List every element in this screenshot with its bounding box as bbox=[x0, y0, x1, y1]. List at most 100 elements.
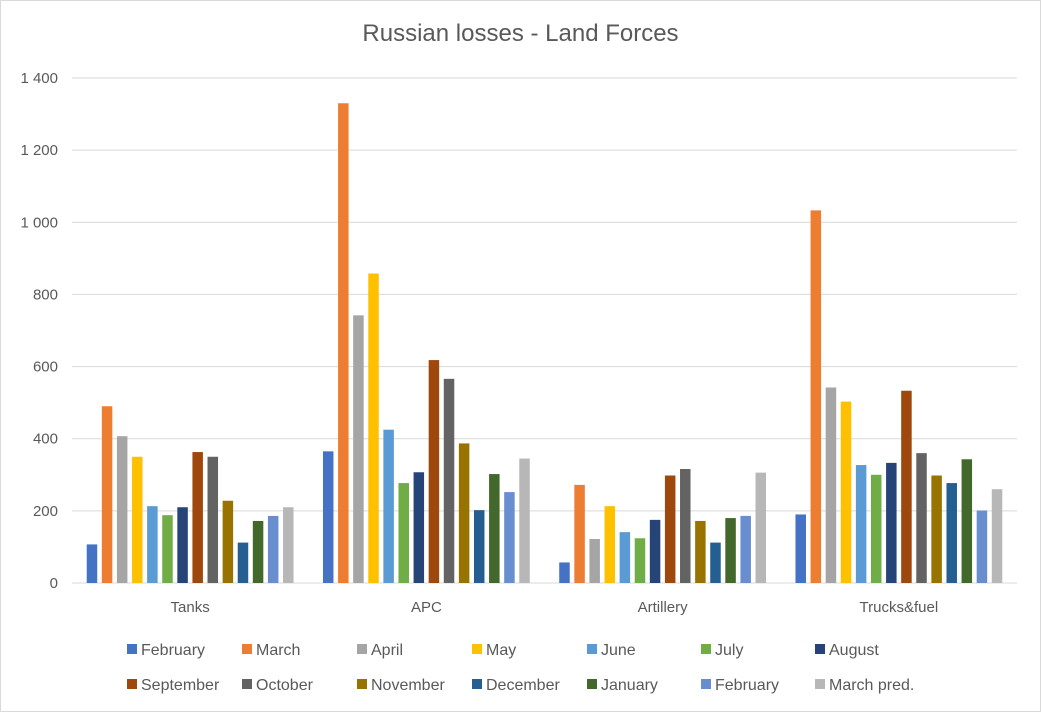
bar bbox=[755, 472, 767, 583]
legend-swatch bbox=[127, 679, 137, 689]
bar bbox=[177, 507, 188, 583]
legend-swatch bbox=[357, 679, 367, 689]
bar bbox=[116, 436, 128, 583]
legend-label: November bbox=[371, 677, 445, 694]
bar bbox=[870, 474, 882, 583]
bar bbox=[322, 451, 334, 583]
legend-swatch bbox=[815, 679, 825, 689]
bar bbox=[664, 475, 676, 583]
legend-swatch bbox=[472, 679, 482, 689]
y-axis-ticks: 0 200 400 600 800 1 000 1 200 1 400 bbox=[20, 70, 58, 592]
bar bbox=[725, 518, 736, 583]
bar bbox=[855, 465, 867, 583]
bar bbox=[559, 562, 570, 583]
bar bbox=[695, 520, 706, 583]
legend-swatch bbox=[357, 644, 367, 654]
bar bbox=[132, 456, 143, 583]
bar bbox=[634, 538, 646, 583]
legend-swatch bbox=[701, 644, 711, 654]
bar bbox=[383, 429, 394, 583]
bar bbox=[192, 452, 203, 583]
legend-label: June bbox=[601, 642, 636, 659]
bar bbox=[649, 519, 661, 583]
legend-swatch bbox=[587, 679, 597, 689]
bar bbox=[237, 542, 249, 583]
legend-label: October bbox=[256, 677, 314, 694]
legend-swatch bbox=[701, 679, 711, 689]
bar bbox=[589, 538, 600, 583]
bar bbox=[825, 387, 837, 583]
bar bbox=[222, 500, 234, 583]
bar bbox=[489, 474, 500, 583]
bar bbox=[976, 510, 988, 583]
bar bbox=[946, 483, 957, 583]
bar bbox=[267, 515, 279, 583]
legend-swatch bbox=[127, 644, 137, 654]
legend-swatch bbox=[472, 644, 482, 654]
legend-swatch bbox=[587, 644, 597, 654]
y-tick-label: 600 bbox=[33, 359, 58, 376]
legend-label: December bbox=[486, 677, 560, 694]
bar bbox=[283, 507, 294, 583]
bar bbox=[810, 210, 822, 583]
bar bbox=[368, 273, 379, 583]
legend-label: March pred. bbox=[829, 677, 914, 694]
bar bbox=[795, 514, 806, 583]
bar bbox=[443, 378, 455, 583]
y-tick-label: 200 bbox=[33, 503, 58, 520]
legend-label: September bbox=[141, 677, 220, 694]
legend-swatch bbox=[815, 644, 825, 654]
bar bbox=[840, 401, 852, 583]
y-tick-label: 800 bbox=[33, 286, 58, 303]
bar bbox=[619, 532, 631, 583]
legend-label: May bbox=[486, 642, 516, 659]
bar bbox=[338, 103, 349, 583]
bar bbox=[886, 462, 897, 583]
y-tick-label: 0 bbox=[50, 575, 58, 592]
bars bbox=[86, 103, 1003, 583]
bar bbox=[504, 492, 515, 583]
legend-label: February bbox=[715, 677, 779, 694]
bar bbox=[207, 456, 219, 583]
bar bbox=[147, 506, 158, 583]
bar bbox=[473, 510, 485, 583]
y-tick-label: 1 000 bbox=[20, 214, 58, 231]
bar bbox=[604, 506, 616, 583]
y-tick-label: 1 200 bbox=[20, 142, 58, 159]
bar bbox=[740, 515, 751, 583]
legend-label: February bbox=[141, 642, 205, 659]
legend-label: August bbox=[829, 642, 879, 659]
x-tick-label: APC bbox=[411, 599, 442, 616]
legend-label: January bbox=[601, 677, 658, 694]
chart-title: Russian losses - Land Forces bbox=[362, 20, 679, 47]
bar bbox=[252, 520, 264, 583]
legend-label: July bbox=[715, 642, 743, 659]
legend-swatch bbox=[242, 679, 252, 689]
bar bbox=[901, 390, 912, 583]
legend: February March April May June July August Septe… bbox=[127, 642, 914, 694]
bar bbox=[916, 453, 927, 583]
bar bbox=[680, 469, 691, 583]
bar bbox=[574, 484, 585, 583]
y-tick-label: 400 bbox=[33, 431, 58, 448]
bar bbox=[931, 475, 942, 583]
bar bbox=[101, 406, 113, 583]
legend-label: March bbox=[256, 642, 300, 659]
x-axis-ticks: Tanks APC Artillery Trucks&fuel bbox=[171, 599, 939, 616]
bar bbox=[162, 515, 173, 583]
bar bbox=[458, 443, 470, 583]
y-tick-label: 1 400 bbox=[20, 70, 58, 87]
bar bbox=[961, 459, 973, 583]
bar bbox=[413, 472, 425, 583]
bar bbox=[519, 458, 530, 583]
bar bbox=[428, 360, 440, 583]
bar bbox=[353, 315, 364, 583]
legend-swatch bbox=[242, 644, 252, 654]
x-tick-label: Artillery bbox=[638, 599, 689, 616]
bar bbox=[991, 489, 1003, 583]
bar bbox=[86, 544, 98, 583]
bar bbox=[398, 483, 409, 583]
x-tick-label: Trucks&fuel bbox=[860, 599, 939, 616]
